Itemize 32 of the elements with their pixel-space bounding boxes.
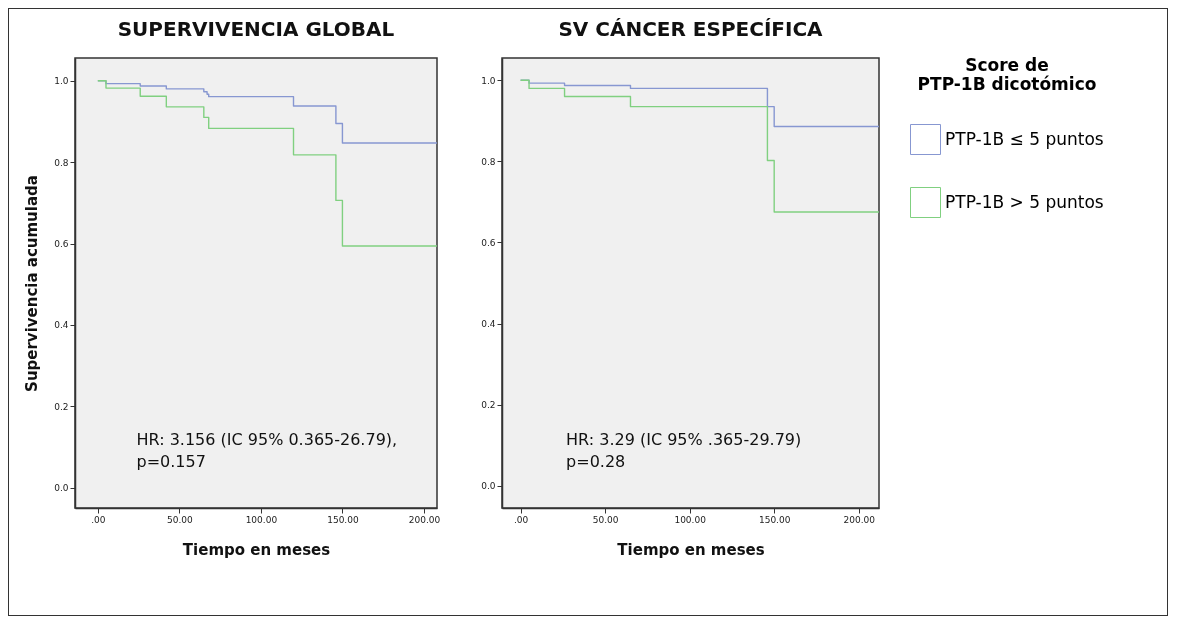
- y-tick-label: 0.0: [481, 481, 496, 492]
- y-axis-title: Supervivencia acumulada: [23, 175, 42, 392]
- y-tick-label: 0.2: [481, 400, 496, 411]
- y-tick-label: 0.6: [481, 237, 496, 248]
- x-tick-label: 100.00: [245, 514, 278, 525]
- x-tick-label: 150.00: [327, 514, 359, 525]
- x-tick-label: 100.00: [674, 514, 707, 525]
- x-tick-label: .00: [513, 514, 529, 525]
- x-tick-label: 200.00: [408, 514, 441, 525]
- y-tick-label: 0.8: [54, 157, 69, 168]
- x-tick-label: 150.00: [758, 514, 791, 525]
- x-tick-label: 50.00: [166, 514, 194, 525]
- legend-title: Score de PTP-1B dicotómico: [917, 55, 1097, 94]
- y-tick-label: 0.4: [54, 320, 69, 331]
- y-tick-label: 1.0: [481, 75, 496, 86]
- chart-title: SUPERVIVENCIA GLOBAL: [117, 17, 395, 41]
- legend-label: PTP-1B > 5 puntos: [945, 191, 1104, 212]
- x-tick-label: 50.00: [592, 514, 619, 525]
- annotation: HR: 3.29 (IC 95% .365-29.79) p=0.28: [566, 429, 802, 471]
- y-tick-label: 1.0: [54, 76, 69, 87]
- y-tick-label: 0.4: [481, 319, 496, 330]
- y-tick-label: 0.0: [54, 483, 69, 494]
- y-tick-label: 0.2: [54, 401, 69, 412]
- x-axis-title: Tiempo en meses: [617, 540, 765, 559]
- x-axis-title: Tiempo en meses: [182, 540, 331, 559]
- x-tick-label: 200.00: [843, 514, 876, 525]
- y-tick-label: 0.8: [481, 156, 496, 167]
- x-tick-label: .00: [91, 514, 106, 525]
- legend-label: PTP-1B ≤ 5 puntos: [945, 128, 1104, 149]
- annotation: HR: 3.156 (IC 95% 0.365-26.79), p=0.157: [136, 429, 398, 471]
- y-tick-label: 0.6: [54, 239, 69, 250]
- chart-title: SV CÁNCER ESPECÍFICA: [558, 17, 824, 41]
